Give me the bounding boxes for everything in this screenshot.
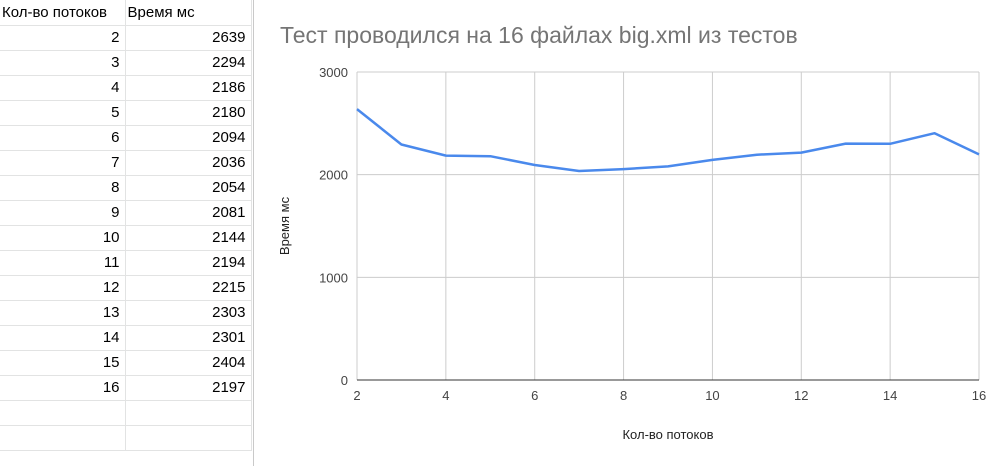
chart-title: Тест проводился на 16 файлах big.xml из … bbox=[280, 22, 798, 48]
table-row: 15 2404 bbox=[0, 350, 252, 376]
empty-row bbox=[0, 425, 252, 451]
header-time[interactable]: Время мс bbox=[125, 0, 252, 26]
x-axis-title: Кол-во потоков bbox=[622, 427, 713, 442]
cell-time[interactable]: 2081 bbox=[125, 200, 252, 226]
cell-time[interactable]: 2197 bbox=[125, 375, 252, 401]
x-tick-label: 4 bbox=[442, 388, 449, 403]
line-chart: Тест проводился на 16 файлах big.xml из … bbox=[277, 22, 986, 442]
cell-time[interactable]: 2404 bbox=[125, 350, 252, 376]
cell-threads[interactable]: 12 bbox=[0, 275, 126, 301]
cell-threads[interactable]: 10 bbox=[0, 225, 126, 251]
table-row: 2 2639 bbox=[0, 25, 252, 51]
cell-threads[interactable]: 16 bbox=[0, 375, 126, 401]
cell-threads[interactable]: 5 bbox=[0, 100, 126, 126]
table-row: 4 2186 bbox=[0, 75, 252, 101]
table-row: 6 2094 bbox=[0, 125, 252, 151]
x-tick-label: 14 bbox=[883, 388, 897, 403]
cell-threads[interactable]: 11 bbox=[0, 250, 126, 276]
series-line[interactable] bbox=[356, 108, 980, 173]
cell-time[interactable]: 2303 bbox=[125, 300, 252, 326]
x-tick-labels: 2 4 6 8 10 12 14 16 bbox=[353, 388, 986, 403]
data-table: Кол-во потоков Время мс 2 2639 3 2294 4 2186 5 21… bbox=[0, 0, 252, 451]
cell-threads[interactable] bbox=[0, 400, 126, 426]
cell-time[interactable]: 2054 bbox=[125, 175, 252, 201]
cell-threads[interactable]: 15 bbox=[0, 350, 126, 376]
table-row: 9 2081 bbox=[0, 200, 252, 226]
x-tick-label: 8 bbox=[620, 388, 627, 403]
cell-threads[interactable]: 13 bbox=[0, 300, 126, 326]
cell-threads[interactable]: 4 bbox=[0, 75, 126, 101]
empty-row bbox=[0, 400, 252, 426]
cell-time[interactable]: 2180 bbox=[125, 100, 252, 126]
cell-time[interactable]: 2639 bbox=[125, 25, 252, 51]
horizontal-gridlines bbox=[357, 71, 979, 278]
y-axis-title: Время мс bbox=[277, 196, 292, 255]
y-tick-labels: 0 1000 2000 3000 bbox=[319, 65, 348, 388]
table-row: 7 2036 bbox=[0, 150, 252, 176]
x-tick-label: 12 bbox=[794, 388, 808, 403]
cell-time[interactable]: 2215 bbox=[125, 275, 252, 301]
cell-time[interactable] bbox=[125, 425, 252, 451]
cell-time[interactable]: 2301 bbox=[125, 325, 252, 351]
table-row: 16 2197 bbox=[0, 375, 252, 401]
cell-time[interactable]: 2036 bbox=[125, 150, 252, 176]
y-tick-label: 3000 bbox=[319, 65, 348, 80]
cell-time[interactable] bbox=[125, 400, 252, 426]
table-row: 13 2303 bbox=[0, 300, 252, 326]
cell-threads[interactable]: 9 bbox=[0, 200, 126, 226]
x-tick-label: 16 bbox=[972, 388, 986, 403]
table-row: 8 2054 bbox=[0, 175, 252, 201]
cell-time[interactable]: 2186 bbox=[125, 75, 252, 101]
table-row: 5 2180 bbox=[0, 100, 252, 126]
table-row: 11 2194 bbox=[0, 250, 252, 276]
cell-threads[interactable]: 2 bbox=[0, 25, 126, 51]
x-tick-label: 6 bbox=[531, 388, 538, 403]
y-tick-label: 1000 bbox=[319, 270, 348, 285]
cell-threads[interactable]: 3 bbox=[0, 50, 126, 76]
table-row: 14 2301 bbox=[0, 325, 252, 351]
cell-time[interactable]: 2094 bbox=[125, 125, 252, 151]
header-row: Кол-во потоков Время мс bbox=[0, 0, 252, 26]
table-row: 10 2144 bbox=[0, 225, 252, 251]
cell-time[interactable]: 2144 bbox=[125, 225, 252, 251]
header-threads[interactable]: Кол-во потоков bbox=[0, 0, 126, 26]
cell-threads[interactable] bbox=[0, 425, 126, 451]
x-tick-label: 10 bbox=[705, 388, 719, 403]
y-tick-label: 2000 bbox=[319, 168, 348, 183]
cell-threads[interactable]: 6 bbox=[0, 125, 126, 151]
cell-threads[interactable]: 7 bbox=[0, 150, 126, 176]
vertical-gridlines bbox=[356, 72, 980, 380]
spreadsheet: Кол-во потоков Время мс 2 2639 3 2294 4 2186 5 21… bbox=[0, 0, 252, 466]
chart-panel[interactable]: Тест проводился на 16 файлах big.xml из … bbox=[253, 0, 1008, 466]
cell-threads[interactable]: 14 bbox=[0, 325, 126, 351]
cell-time[interactable]: 2294 bbox=[125, 50, 252, 76]
x-tick-label: 2 bbox=[353, 388, 360, 403]
table-row: 3 2294 bbox=[0, 50, 252, 76]
cell-threads[interactable]: 8 bbox=[0, 175, 126, 201]
cell-time[interactable]: 2194 bbox=[125, 250, 252, 276]
y-tick-label: 0 bbox=[341, 373, 348, 388]
table-row: 12 2215 bbox=[0, 275, 252, 301]
